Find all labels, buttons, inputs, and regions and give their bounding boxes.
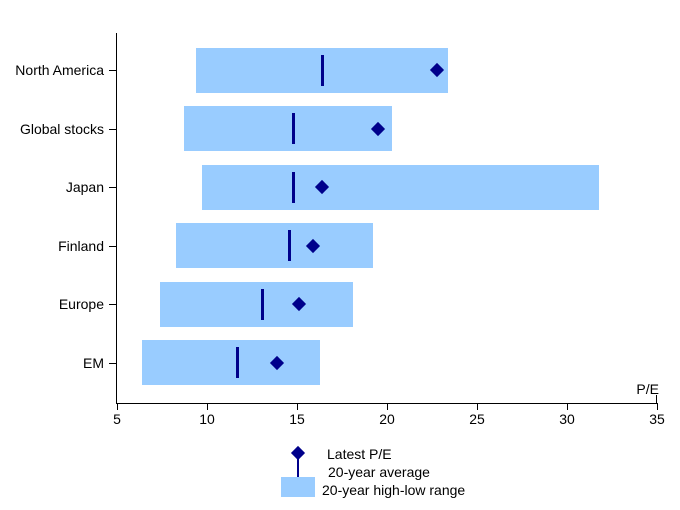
x-tick-label: 10 (199, 411, 215, 427)
x-axis-tick (297, 403, 298, 410)
range-bar (160, 281, 353, 327)
average-tick-marker (288, 230, 292, 261)
y-axis-tick (109, 187, 117, 188)
y-axis-tick (109, 70, 117, 71)
legend-average-line-icon (297, 459, 299, 478)
legend-label-average: 20-year average (328, 464, 430, 480)
y-axis-tick (109, 245, 117, 247)
y-axis-line (116, 33, 117, 404)
range-bar (176, 223, 373, 268)
x-axis-end-tick (656, 395, 657, 403)
range-bar (201, 164, 600, 210)
category-label: North America (15, 62, 104, 78)
legend-latest-pe-diamond-icon (290, 445, 306, 461)
y-axis-tick (109, 362, 117, 364)
plot-area: P/E North America Global stocks Japan Finla… (15, 33, 665, 427)
category-label: Global stocks (19, 120, 104, 137)
range-bar (183, 106, 393, 151)
category-label: Japan (65, 179, 104, 195)
x-axis-tick (387, 403, 388, 410)
average-tick-marker (291, 171, 295, 203)
y-axis-tick (109, 304, 117, 305)
average-tick-marker (320, 54, 324, 86)
category-label: EM (83, 354, 104, 371)
x-tick-label: 20 (379, 411, 395, 427)
x-tick-label: 35 (649, 411, 665, 427)
x-axis-tick (117, 403, 118, 410)
x-tick-label: 25 (469, 411, 485, 427)
legend-range-box-icon (281, 477, 315, 497)
x-axis-tick (657, 403, 658, 410)
y-axis-tick (109, 128, 117, 130)
x-axis-tick (477, 403, 478, 410)
average-tick-marker (291, 113, 295, 144)
category-label: Europe (58, 296, 104, 312)
x-axis-tick (567, 403, 568, 410)
x-axis-title: P/E (636, 381, 659, 397)
legend-label-range: 20-year high-low range (322, 482, 466, 498)
range-bar (142, 340, 321, 385)
category-label: Finland (58, 237, 104, 254)
x-axis-tick (207, 403, 208, 410)
x-tick-label: 30 (559, 411, 575, 427)
legend-label-latest-pe: Latest P/E (327, 446, 392, 462)
x-tick-label: 5 (113, 411, 121, 427)
x-tick-label: 15 (289, 411, 305, 427)
average-tick-marker (261, 288, 265, 320)
average-tick-marker (236, 347, 240, 378)
